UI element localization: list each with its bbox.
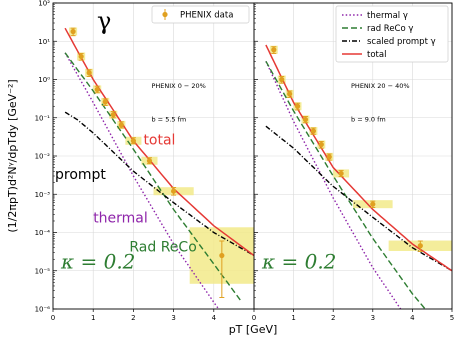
data-point: [146, 158, 153, 164]
data-point: [294, 103, 301, 109]
series-rad-reco: [64, 52, 243, 303]
x-tick-label: 0: [252, 314, 256, 322]
y-tick-label: 10⁻⁵: [35, 267, 51, 275]
panel-2: 0 1 2 3 4 5 PHENIX 20 − 40% b = 9.0 fm κ = 0.2 th…: [252, 2, 454, 322]
data-point: [271, 47, 277, 53]
centrality-label: PHENIX 0 − 20%: [151, 82, 205, 90]
plot-area: [265, 44, 452, 309]
x-tick-label: 1: [291, 314, 295, 322]
data-point: [302, 116, 309, 123]
data-point: [370, 201, 376, 207]
data-point: [70, 28, 76, 35]
data-point: [171, 188, 177, 194]
panel-1: 0 1 2 3 4 PHENIX 0 − 20% b = 5.5 fm κ = 0.2 γ tot…: [51, 2, 255, 322]
x-tick-label: 1: [91, 314, 95, 322]
x-tick-label: 4: [410, 314, 415, 322]
y-tick-label: 10²: [38, 0, 50, 8]
y-tick-label: 10¹: [38, 38, 50, 46]
data-point: [318, 141, 324, 148]
plot-area: [64, 27, 254, 309]
x-axis-label: pT [GeV]: [229, 323, 278, 336]
data-point: [130, 138, 136, 144]
impact-parameter-label: b = 5.5 fm: [151, 115, 186, 123]
y-tick-label: 10⁻³: [35, 191, 51, 199]
legend-box: [335, 5, 449, 63]
legend-label: PHENIX data: [180, 11, 233, 21]
data-point: [102, 99, 108, 105]
kappa-label: κ = 0.2: [261, 249, 336, 273]
legend-label: thermal γ: [367, 11, 408, 21]
data-point: [326, 154, 332, 160]
x-tick-label: 3: [171, 314, 175, 322]
x-tick-label: 2: [331, 314, 335, 322]
data-point: [310, 128, 316, 134]
data-point: [86, 70, 92, 76]
data-point: [219, 252, 225, 259]
y-tick-label: 10⁻²: [35, 153, 51, 161]
legend-label: scaled prompt γ: [367, 37, 436, 47]
y-axis-label: (1/2πpT)d²Nᵞ/dpTdy [GeV⁻²]: [6, 79, 19, 232]
legend-marker: [162, 11, 168, 18]
impact-parameter-label: b = 9.0 fm: [351, 115, 386, 123]
annotation-rad-reco: Rad ReCo: [129, 239, 196, 255]
legend-box: [151, 5, 250, 24]
kappa-label: κ = 0.2: [60, 249, 135, 273]
annotation-total: total: [143, 132, 175, 148]
data-point: [78, 53, 84, 60]
data-point: [417, 243, 423, 249]
gamma-symbol: γ: [97, 7, 111, 35]
series-thermal: [265, 61, 402, 309]
y-tick-label: 10⁰: [38, 76, 50, 84]
panel-frame: [253, 2, 453, 310]
x-tick-label: 0: [51, 314, 55, 322]
y-tick-label: 10⁻¹: [35, 114, 51, 122]
y-tick-label: 10⁻⁶: [35, 306, 51, 314]
series-scaled-prompt: [64, 111, 254, 257]
legend-label: total: [367, 50, 386, 60]
x-tick-label: 4: [212, 314, 217, 322]
grid: [253, 2, 453, 310]
data-point: [110, 112, 116, 118]
data-point: [118, 122, 124, 128]
y-tick-label: 10⁻⁴: [35, 229, 51, 237]
x-tick-label: 5: [450, 314, 454, 322]
legend-label: rad ReCo γ: [367, 24, 413, 34]
x-tick-label: 3: [371, 314, 375, 322]
data-point: [94, 86, 100, 93]
legend: thermal γ rad ReCo γ scaled prompt γ total: [335, 5, 449, 63]
annotation-thermal: thermal: [93, 211, 148, 227]
legend: PHENIX data: [151, 5, 250, 24]
series-rad-reco: [265, 60, 427, 309]
data-point: [287, 91, 293, 97]
centrality-label: PHENIX 20 − 40%: [351, 82, 410, 90]
data-point: [338, 170, 344, 177]
x-tick-label: 2: [131, 314, 135, 322]
annotation-prompt: prompt: [55, 167, 106, 183]
data-point: [279, 76, 285, 83]
